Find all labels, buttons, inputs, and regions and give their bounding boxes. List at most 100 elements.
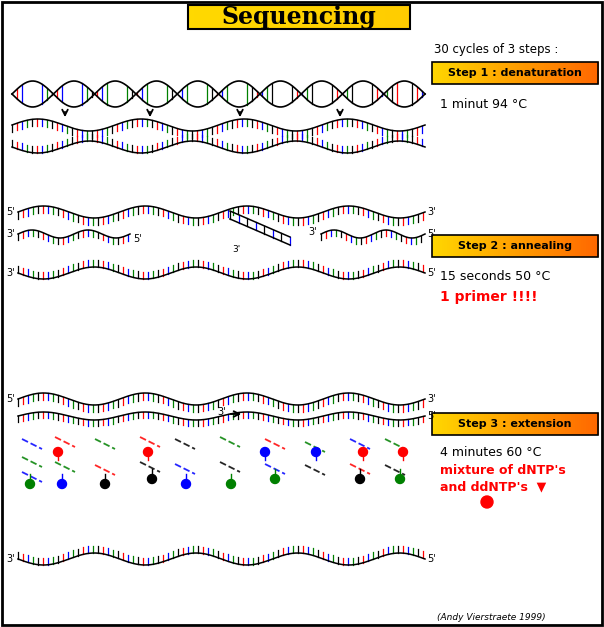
Bar [465, 413, 467, 435]
Bar [445, 62, 447, 84]
Bar [521, 235, 524, 257]
Bar [453, 62, 455, 84]
Bar [592, 62, 594, 84]
Bar [453, 235, 455, 257]
Bar [238, 5, 241, 29]
Bar [472, 413, 474, 435]
Text: Sequencing: Sequencing [222, 5, 376, 29]
Bar [554, 413, 557, 435]
Bar [544, 413, 547, 435]
Bar [484, 235, 486, 257]
Text: 3': 3' [427, 207, 435, 217]
Bar [498, 235, 501, 257]
Bar [432, 413, 434, 435]
Bar [440, 413, 443, 435]
Text: 15 seconds 50 °C: 15 seconds 50 °C [440, 270, 550, 283]
Bar [396, 5, 399, 29]
Circle shape [226, 480, 236, 488]
Bar [249, 5, 252, 29]
Text: 3': 3' [308, 227, 316, 237]
Bar [455, 413, 457, 435]
Bar [563, 62, 565, 84]
Bar [596, 235, 599, 257]
Text: 5': 5' [133, 234, 142, 244]
Bar [577, 62, 580, 84]
Bar [202, 5, 205, 29]
Bar [461, 235, 464, 257]
Bar [519, 413, 522, 435]
Bar [530, 235, 532, 257]
Bar [365, 5, 369, 29]
Bar [538, 413, 541, 435]
Bar [534, 235, 536, 257]
Bar [569, 62, 571, 84]
Bar [349, 5, 352, 29]
Bar [498, 62, 501, 84]
Bar [335, 5, 338, 29]
Bar [436, 62, 439, 84]
Bar [432, 413, 598, 435]
Bar [405, 5, 408, 29]
Bar [517, 413, 519, 435]
Bar [469, 413, 472, 435]
Bar [191, 5, 194, 29]
Bar [573, 235, 576, 257]
Bar [196, 5, 199, 29]
Bar [478, 413, 480, 435]
Bar [494, 62, 497, 84]
Bar [579, 62, 582, 84]
Bar [509, 235, 512, 257]
Bar [511, 62, 513, 84]
Bar [459, 413, 461, 435]
Circle shape [312, 448, 321, 456]
Bar [363, 5, 366, 29]
Bar [188, 5, 410, 29]
Bar [596, 413, 599, 435]
Bar [492, 62, 495, 84]
Bar [219, 5, 222, 29]
Bar [588, 62, 590, 84]
Bar [277, 5, 280, 29]
Bar [523, 235, 526, 257]
Bar [399, 5, 402, 29]
Bar [434, 235, 437, 257]
Bar [521, 413, 524, 435]
Text: 1 minut 94 °C: 1 minut 94 °C [440, 98, 527, 112]
Bar [446, 413, 449, 435]
Bar [316, 5, 319, 29]
Bar [503, 235, 505, 257]
Bar [590, 62, 593, 84]
Bar [498, 413, 501, 435]
Text: 5': 5' [427, 554, 435, 564]
Bar [307, 5, 310, 29]
Bar [579, 413, 582, 435]
Bar [221, 5, 225, 29]
Bar [465, 62, 467, 84]
Bar [439, 235, 441, 257]
Bar [552, 62, 555, 84]
Text: and ddNTP's  ▼: and ddNTP's ▼ [440, 480, 546, 493]
Bar [559, 235, 561, 257]
Bar [432, 62, 434, 84]
Bar [388, 5, 391, 29]
Bar [546, 235, 548, 257]
Bar [436, 413, 439, 435]
Circle shape [144, 448, 152, 456]
Bar [575, 235, 578, 257]
Bar [540, 413, 542, 435]
Bar [538, 235, 541, 257]
Bar [567, 235, 570, 257]
Bar [490, 235, 493, 257]
Bar [271, 5, 275, 29]
Bar [577, 413, 580, 435]
Bar [590, 413, 593, 435]
Bar [527, 413, 530, 435]
Bar [513, 62, 515, 84]
Bar [501, 62, 503, 84]
Bar [451, 62, 453, 84]
Text: (Andy Vierstraete 1999): (Andy Vierstraete 1999) [437, 613, 545, 621]
Bar [536, 235, 538, 257]
Bar [509, 62, 512, 84]
Bar [554, 62, 557, 84]
Bar [530, 62, 532, 84]
